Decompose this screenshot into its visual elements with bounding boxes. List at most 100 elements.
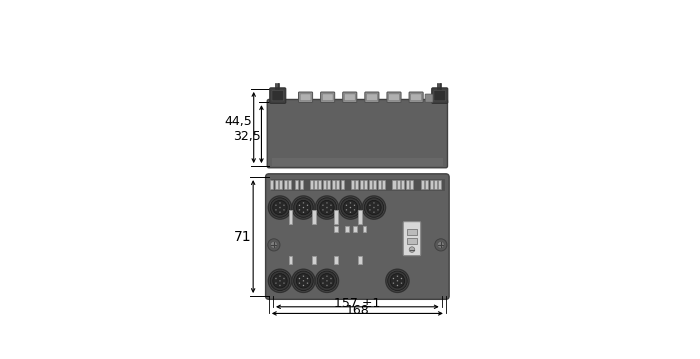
Bar: [393, 180, 395, 189]
Circle shape: [330, 209, 332, 211]
Circle shape: [279, 207, 281, 209]
Bar: [295, 180, 298, 189]
Circle shape: [307, 204, 309, 206]
Circle shape: [270, 198, 290, 217]
Circle shape: [299, 209, 300, 211]
FancyBboxPatch shape: [389, 94, 400, 101]
Bar: [312, 256, 316, 264]
Bar: [369, 180, 372, 189]
Circle shape: [283, 204, 285, 206]
Bar: [397, 180, 400, 189]
Circle shape: [330, 278, 332, 279]
Circle shape: [326, 275, 328, 277]
Circle shape: [302, 211, 304, 213]
Circle shape: [393, 282, 394, 284]
Circle shape: [275, 204, 276, 206]
Circle shape: [299, 204, 300, 206]
Text: 157 ±1: 157 ±1: [334, 297, 381, 310]
Text: 168: 168: [346, 304, 369, 317]
Circle shape: [302, 207, 304, 209]
FancyBboxPatch shape: [265, 174, 449, 299]
Circle shape: [326, 207, 328, 209]
Circle shape: [279, 275, 281, 277]
Bar: [309, 180, 313, 189]
Circle shape: [268, 239, 280, 251]
Circle shape: [302, 275, 304, 277]
Circle shape: [438, 242, 444, 248]
FancyBboxPatch shape: [367, 94, 377, 101]
Bar: [336, 180, 339, 189]
Bar: [407, 229, 416, 235]
Bar: [335, 256, 338, 264]
Bar: [407, 238, 416, 244]
Circle shape: [317, 198, 337, 217]
FancyBboxPatch shape: [432, 88, 448, 103]
Circle shape: [349, 202, 351, 204]
Circle shape: [410, 247, 414, 252]
Circle shape: [377, 209, 379, 211]
Circle shape: [373, 211, 374, 213]
Circle shape: [279, 280, 281, 282]
Circle shape: [391, 274, 405, 288]
FancyBboxPatch shape: [343, 92, 357, 103]
FancyBboxPatch shape: [403, 222, 421, 256]
Bar: [373, 180, 376, 189]
Bar: [430, 180, 433, 189]
Circle shape: [270, 271, 290, 290]
Bar: [314, 180, 317, 189]
Circle shape: [326, 211, 328, 213]
Circle shape: [307, 209, 309, 211]
Bar: [327, 180, 330, 189]
Bar: [312, 210, 316, 224]
Circle shape: [326, 285, 328, 286]
Bar: [335, 210, 338, 224]
Bar: [323, 180, 326, 189]
Circle shape: [341, 198, 360, 217]
Circle shape: [369, 204, 371, 206]
Circle shape: [354, 209, 356, 211]
Bar: [356, 180, 358, 189]
Bar: [358, 256, 361, 264]
Circle shape: [373, 207, 374, 209]
Bar: [425, 180, 428, 189]
Bar: [363, 225, 367, 232]
Circle shape: [275, 209, 276, 211]
Circle shape: [299, 282, 300, 284]
Circle shape: [397, 280, 398, 282]
Circle shape: [369, 209, 371, 211]
Bar: [271, 179, 444, 190]
Circle shape: [349, 207, 351, 209]
Bar: [332, 180, 335, 189]
Circle shape: [268, 196, 292, 219]
Circle shape: [275, 278, 276, 279]
Circle shape: [270, 242, 277, 248]
Bar: [300, 180, 302, 189]
Circle shape: [373, 202, 374, 204]
Circle shape: [326, 280, 328, 282]
FancyBboxPatch shape: [344, 94, 355, 101]
Bar: [279, 180, 282, 189]
Circle shape: [322, 204, 324, 206]
Circle shape: [283, 209, 285, 211]
Circle shape: [435, 239, 447, 251]
Bar: [318, 180, 321, 189]
Circle shape: [322, 209, 324, 211]
Circle shape: [283, 278, 285, 279]
Text: 71: 71: [234, 230, 252, 243]
Circle shape: [316, 196, 339, 219]
Circle shape: [273, 200, 287, 215]
Text: 44,5: 44,5: [225, 115, 252, 128]
Circle shape: [279, 211, 281, 213]
Circle shape: [317, 271, 337, 290]
Bar: [274, 180, 278, 189]
Circle shape: [343, 200, 358, 215]
Circle shape: [279, 285, 281, 286]
Circle shape: [279, 202, 281, 204]
Circle shape: [268, 269, 292, 293]
Bar: [272, 158, 443, 166]
Circle shape: [320, 274, 334, 288]
Circle shape: [386, 269, 409, 293]
Circle shape: [294, 271, 313, 290]
Bar: [270, 180, 273, 189]
Bar: [401, 180, 405, 189]
